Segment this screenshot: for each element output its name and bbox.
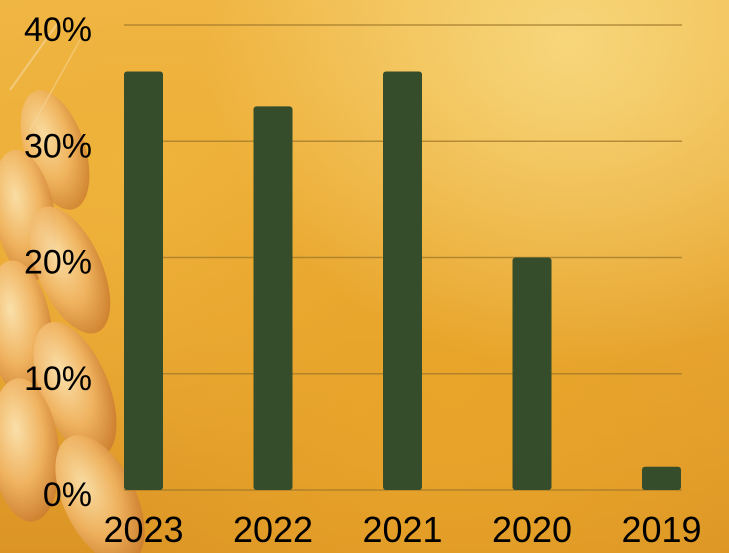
y-axis-tick-labels: 0% 10% 20% 30% 40% [24,11,92,514]
bar [512,257,552,490]
bar [383,71,422,490]
bar [253,106,293,490]
x-tick-label: 2019 [621,509,701,550]
y-tick-label: 10% [24,360,92,398]
y-tick-label: 30% [24,127,92,165]
x-tick-label: 2021 [362,509,442,550]
wheat-background-image [0,19,145,553]
bars [124,71,681,490]
x-axis-tick-labels: 2023 2022 2021 2020 2019 [103,509,701,550]
y-tick-label: 0% [43,476,92,514]
y-tick-label: 20% [24,244,92,282]
x-tick-label: 2023 [103,509,183,550]
bar [124,71,163,490]
y-tick-label: 40% [24,11,92,49]
bar [642,466,681,490]
x-tick-label: 2022 [233,509,313,550]
x-tick-label: 2020 [492,509,572,550]
